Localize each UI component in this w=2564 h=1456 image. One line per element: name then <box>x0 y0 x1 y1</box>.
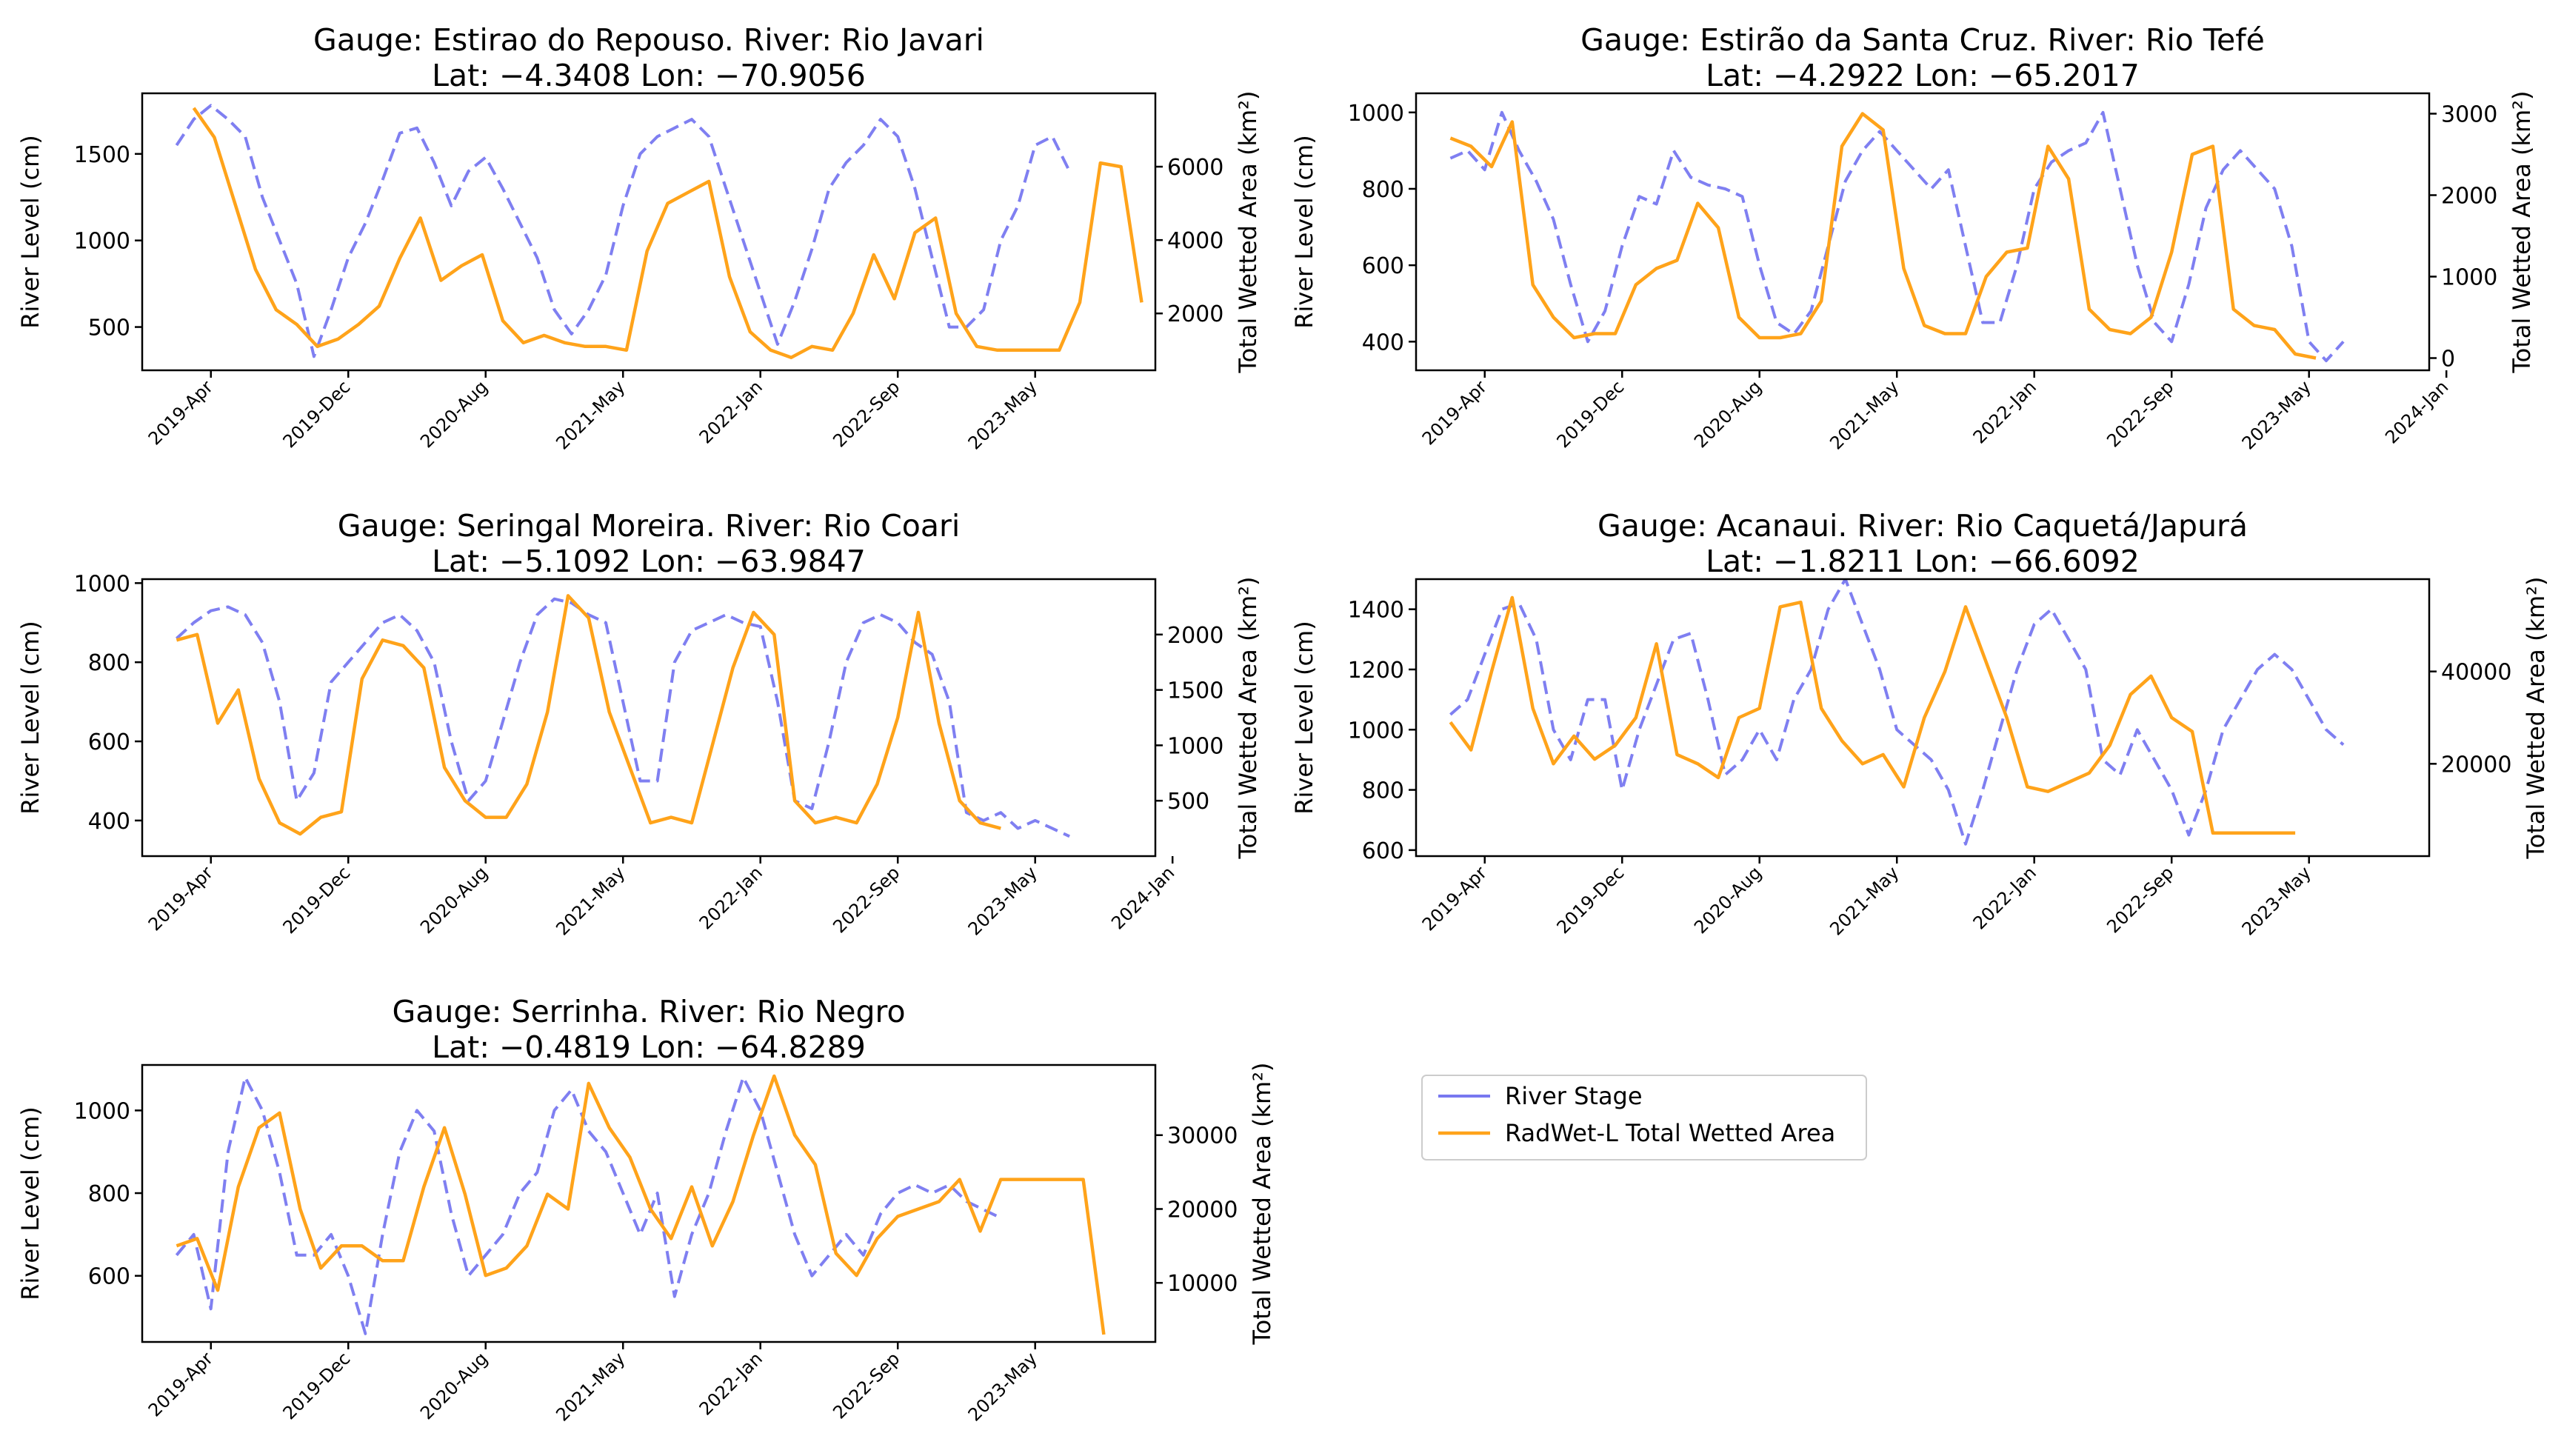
y-axis-label-left: River Level (cm) <box>1290 135 1318 328</box>
chart-title-line1: Gauge: Seringal Moreira. River: Rio Coar… <box>338 508 961 544</box>
y-tick-label-left: 600 <box>88 729 130 755</box>
y-tick-label-left: 1000 <box>74 571 130 597</box>
series-line-wetted-area <box>1449 595 2296 835</box>
y-tick-label-right: 500 <box>1167 789 1209 815</box>
plot-frame <box>141 1063 1157 1343</box>
y-tick-label-left: 1000 <box>74 229 130 255</box>
chart-title-line2: Lat: −0.4819 Lon: −64.8289 <box>432 1029 866 1065</box>
y-tick-label-left: 600 <box>1362 253 1404 279</box>
plot-frame <box>1415 92 2431 372</box>
plot-frame <box>141 92 1157 372</box>
y-axis-label-left: River Level (cm) <box>16 621 44 814</box>
y-tick-label-right: 1000 <box>1167 733 1223 759</box>
y-tick-label-left: 600 <box>1362 838 1404 864</box>
y-tick-label-left: 1000 <box>1348 718 1404 744</box>
y-tick-label-left: 500 <box>88 315 130 341</box>
chart-panel-1: Gauge: Estirao do Repouso. River: Rio Ja… <box>16 22 1262 454</box>
y-tick-label-right: 6000 <box>1167 155 1223 181</box>
y-tick-label-right: 2000 <box>2441 184 2497 210</box>
y-tick-label-right: 30000 <box>1167 1123 1238 1149</box>
legend: River Stage RadWet-L Total Wetted Area <box>1421 1075 1867 1161</box>
series-line-wetted-area <box>192 107 1144 359</box>
y-axis-label-left: River Level (cm) <box>1290 621 1318 814</box>
series-line-wetted-area <box>176 594 1001 836</box>
y-tick-label-right: 2000 <box>1167 301 1223 327</box>
y-tick-label-left: 600 <box>88 1264 130 1290</box>
y-tick-label-left: 1000 <box>74 1098 130 1124</box>
series-line-river-stage <box>176 597 1070 838</box>
y-tick-label-left: 800 <box>88 650 130 676</box>
plot-frame <box>1415 578 2431 858</box>
y-tick-label-right: 4000 <box>1167 228 1223 254</box>
y-tick-label-left: 800 <box>88 1181 130 1207</box>
y-axis-label-right: Total Wetted Area (km²) <box>1248 1063 1276 1346</box>
legend-label-wetted-area: RadWet-L Total Wetted Area <box>1505 1119 1835 1147</box>
chart-title-line2: Lat: −1.8211 Lon: −66.6092 <box>1706 544 2140 579</box>
y-tick-label-right: 0 <box>2441 347 2455 373</box>
y-axis-label-right: Total Wetted Area (km²) <box>1234 91 1262 374</box>
chart-title-line1: Gauge: Estirao do Repouso. River: Rio Ja… <box>313 22 984 58</box>
y-tick-label-right: 10000 <box>1167 1271 1238 1297</box>
y-tick-label-left: 800 <box>1362 778 1404 804</box>
y-tick-label-left: 400 <box>1362 330 1404 355</box>
y-axis-label-left: River Level (cm) <box>16 135 44 328</box>
y-tick-label-right: 40000 <box>2441 660 2511 686</box>
series-line-river-stage <box>1449 579 2345 846</box>
y-tick-label-right: 20000 <box>2441 752 2511 778</box>
chart-title-line1: Gauge: Serrinha. River: Rio Negro <box>392 994 905 1029</box>
y-tick-label-right: 3000 <box>2441 102 2497 128</box>
series-line-wetted-area <box>176 1074 1106 1335</box>
y-tick-label-right: 1500 <box>1167 678 1223 704</box>
y-tick-label-left: 800 <box>1362 177 1404 203</box>
y-tick-label-right: 2000 <box>1167 623 1223 649</box>
y-tick-label-left: 1500 <box>74 142 130 168</box>
y-axis-label-right: Total Wetted Area (km²) <box>1234 577 1262 860</box>
chart-title-line2: Lat: −5.1092 Lon: −63.9847 <box>432 544 866 579</box>
y-tick-label-left: 1200 <box>1348 658 1404 684</box>
y-tick-label-left: 1400 <box>1348 598 1404 624</box>
y-tick-label-left: 1000 <box>1348 101 1404 127</box>
y-axis-label-right: Total Wetted Area (km²) <box>2522 577 2550 860</box>
y-tick-label-left: 400 <box>88 809 130 835</box>
plot-frame <box>141 578 1157 858</box>
y-tick-label-right: 20000 <box>1167 1197 1238 1223</box>
chart-title-line1: Gauge: Acanaui. River: Rio Caquetá/Japur… <box>1598 508 2248 544</box>
series-line-river-stage <box>175 104 1071 358</box>
y-axis-label-left: River Level (cm) <box>16 1106 44 1300</box>
series-line-wetted-area <box>1449 112 2317 360</box>
y-axis-label-right: Total Wetted Area (km²) <box>2508 91 2536 374</box>
series-line-river-stage <box>175 1075 1002 1335</box>
chart-title-line2: Lat: −4.3408 Lon: −70.9056 <box>432 58 866 93</box>
legend-frame <box>1421 1075 1867 1161</box>
y-tick-label-right: 1000 <box>2441 265 2497 291</box>
series-line-river-stage <box>1449 110 2345 363</box>
chart-title-line1: Gauge: Estirão da Santa Cruz. River: Rio… <box>1580 22 2265 58</box>
chart-title-line2: Lat: −4.2922 Lon: −65.2017 <box>1706 58 2140 93</box>
legend-label-river-stage: River Stage <box>1505 1082 1643 1110</box>
